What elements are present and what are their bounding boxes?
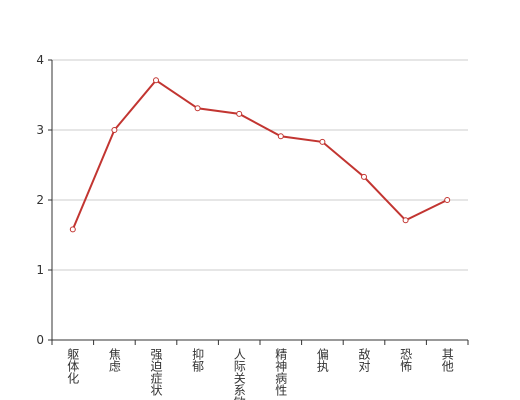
point xyxy=(69,226,76,233)
y-tick-label: 1 xyxy=(36,263,44,277)
point xyxy=(236,110,243,117)
x-tick-label: 抑郁 xyxy=(191,347,205,373)
y-tick-label: 2 xyxy=(36,193,44,207)
line xyxy=(71,78,448,230)
y-tick-label: 3 xyxy=(36,123,44,137)
x-tick-label: 强迫症状 xyxy=(149,348,163,396)
point xyxy=(153,77,159,84)
x-tick-label: 焦虑 xyxy=(107,348,121,372)
y-tick-label: 4 xyxy=(36,53,44,67)
point xyxy=(194,105,201,112)
y-tick-label: 0 xyxy=(36,333,44,347)
x-tick-label: 敌对 xyxy=(357,347,371,372)
x-tick-label: 偏执 xyxy=(315,347,329,373)
x-tick-label: 恐怖 xyxy=(399,348,413,372)
point xyxy=(402,217,409,224)
point xyxy=(319,138,326,145)
point xyxy=(361,173,367,180)
x-tick-label: 其他 xyxy=(440,348,454,372)
point xyxy=(277,133,284,140)
point xyxy=(444,197,451,203)
x-tick-label: 人际关系敏感 xyxy=(232,348,246,400)
point xyxy=(111,127,118,133)
x-tick-label: 精神病性 xyxy=(274,348,288,397)
x-tick-label: 躯体化 xyxy=(66,347,80,385)
